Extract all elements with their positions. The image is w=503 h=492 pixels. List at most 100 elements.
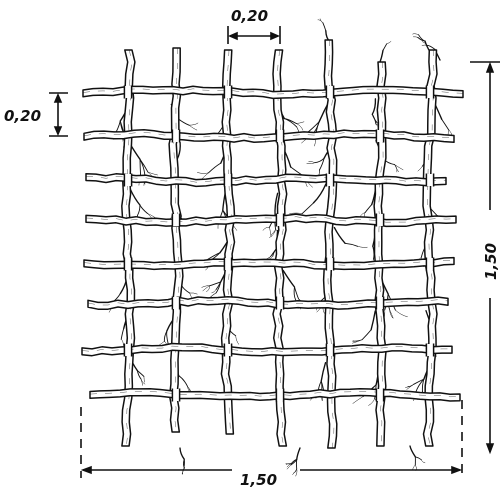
twig bbox=[413, 378, 425, 385]
right-height-label: 1,50 bbox=[482, 243, 500, 280]
twig bbox=[317, 19, 324, 24]
twig bbox=[206, 285, 211, 292]
horizontal-rod bbox=[83, 128, 455, 144]
twig bbox=[371, 113, 378, 124]
horizontal-rod-grain bbox=[87, 299, 449, 306]
twig bbox=[371, 98, 377, 115]
weave-crossing bbox=[426, 344, 434, 356]
horizontal-rod-grain bbox=[85, 176, 447, 183]
twig bbox=[333, 226, 346, 244]
twig bbox=[413, 36, 419, 38]
weave-crossing bbox=[124, 344, 132, 356]
twig bbox=[441, 118, 450, 131]
twig bbox=[285, 463, 292, 465]
weave-crossing bbox=[124, 258, 132, 270]
twig bbox=[136, 370, 142, 380]
twig bbox=[129, 188, 141, 206]
vertical-rod-grain bbox=[125, 49, 133, 447]
weave-crossing bbox=[326, 258, 334, 270]
twig bbox=[269, 226, 272, 237]
twig bbox=[282, 269, 296, 288]
twig bbox=[183, 458, 185, 469]
twig bbox=[166, 330, 169, 344]
twig bbox=[163, 330, 168, 342]
bottom-width-label: 1,50 bbox=[240, 471, 277, 489]
vertical-rod bbox=[422, 49, 438, 447]
weave-crossing bbox=[124, 174, 132, 186]
twig bbox=[312, 183, 327, 204]
weave-crossing bbox=[376, 130, 384, 142]
twig bbox=[394, 164, 404, 171]
twig bbox=[417, 165, 423, 172]
twig bbox=[274, 192, 279, 217]
twig bbox=[215, 281, 222, 294]
twig bbox=[421, 378, 425, 394]
twig bbox=[306, 162, 316, 165]
twig bbox=[394, 164, 399, 173]
twig bbox=[308, 161, 316, 163]
twig bbox=[294, 286, 299, 299]
twig bbox=[412, 33, 419, 35]
twig bbox=[269, 229, 276, 238]
twig bbox=[296, 447, 301, 461]
twig bbox=[421, 41, 428, 46]
twig bbox=[293, 286, 297, 301]
twig bbox=[421, 459, 426, 464]
horizontal-rods bbox=[81, 85, 464, 402]
left-spacing-label: 0,20 bbox=[4, 107, 41, 125]
horizontal-rod-grain bbox=[85, 216, 457, 223]
twig bbox=[360, 212, 366, 217]
twig bbox=[115, 120, 121, 132]
twig bbox=[322, 22, 327, 32]
horizontal-rod-grain bbox=[89, 391, 461, 398]
twig bbox=[147, 171, 158, 176]
twig bbox=[426, 44, 436, 50]
horizontal-rod-grain bbox=[83, 132, 455, 139]
twig bbox=[361, 329, 372, 341]
twig bbox=[120, 327, 125, 340]
twig bbox=[370, 310, 376, 331]
top-spacing-label: 0,20 bbox=[231, 7, 268, 25]
twig bbox=[286, 464, 292, 470]
twig bbox=[364, 204, 373, 213]
twig bbox=[389, 308, 393, 319]
twig bbox=[352, 339, 363, 344]
twig bbox=[407, 384, 414, 387]
vertical-rods bbox=[121, 39, 438, 449]
weave-crossing bbox=[224, 258, 232, 270]
weave-crossing bbox=[276, 214, 284, 226]
weave-crossing bbox=[224, 174, 232, 186]
twig bbox=[139, 158, 142, 177]
twig bbox=[352, 396, 364, 404]
twig bbox=[357, 246, 368, 248]
twig bbox=[188, 122, 199, 126]
twig bbox=[314, 157, 325, 164]
left-spacing-dimension bbox=[49, 92, 68, 137]
bottom-width-dimension bbox=[80, 400, 463, 478]
twig bbox=[290, 459, 298, 466]
vertical-rod-grain bbox=[378, 61, 384, 447]
right-height-dimension bbox=[470, 61, 500, 455]
horizontal-rod bbox=[82, 85, 464, 100]
horizontal-rod bbox=[81, 342, 453, 357]
vertical-rod bbox=[272, 49, 288, 447]
twig bbox=[139, 158, 149, 173]
horizontal-rod bbox=[85, 172, 447, 188]
horizontal-rod bbox=[83, 256, 455, 271]
twig bbox=[320, 362, 327, 382]
twig bbox=[405, 384, 414, 388]
vertical-rod bbox=[322, 39, 338, 449]
twig bbox=[296, 123, 304, 131]
twig bbox=[181, 284, 191, 294]
weave-crossing bbox=[326, 174, 334, 186]
twig bbox=[417, 36, 426, 42]
twig bbox=[301, 202, 314, 215]
twig bbox=[147, 213, 156, 218]
weave-crossing bbox=[376, 297, 384, 309]
weave-crossing bbox=[276, 389, 284, 401]
twig bbox=[139, 204, 148, 214]
twig bbox=[412, 464, 416, 470]
twig bbox=[197, 172, 209, 174]
weave-crossing bbox=[172, 389, 180, 401]
weave-crossing bbox=[172, 130, 180, 142]
